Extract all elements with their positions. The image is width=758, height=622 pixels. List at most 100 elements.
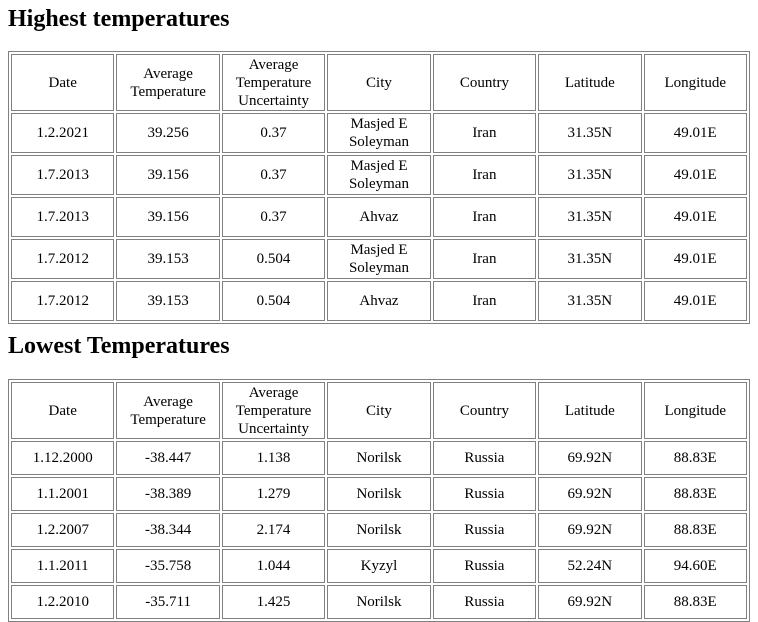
cell-date: 1.7.2012 xyxy=(11,281,115,321)
cell-average-temperature: -35.711 xyxy=(116,585,220,619)
table-row: 1.7.2012 39.153 0.504 Masjed E Soleyman Iran… xyxy=(11,239,747,279)
cell-latitude: 31.35N xyxy=(538,197,642,237)
column-header-average-temperature: Average Temperature xyxy=(116,382,220,439)
cell-longitude: 49.01E xyxy=(643,239,747,279)
cell-temperature-uncertainty: 0.37 xyxy=(221,197,326,237)
column-header-country: Country xyxy=(432,54,537,111)
cell-longitude: 88.83E xyxy=(643,585,747,619)
cell-temperature-uncertainty: 2.174 xyxy=(221,513,326,547)
column-header-temperature-uncertainty: Average Temperature Uncertainty xyxy=(221,54,326,111)
cell-latitude: 31.35N xyxy=(538,239,642,279)
cell-date: 1.12.2000 xyxy=(11,441,115,475)
cell-latitude: 31.35N xyxy=(538,281,642,321)
table-row: 1.1.2011 -35.758 1.044 Kyzyl Russia 52.24N 94.… xyxy=(11,549,747,583)
cell-city: Kyzyl xyxy=(327,549,431,583)
table-row: 1.2.2021 39.256 0.37 Masjed E Soleyman Iran 3… xyxy=(11,113,747,153)
highest-temperatures-table: Date Average Temperature Average Temperatu… xyxy=(8,51,750,324)
column-header-latitude: Latitude xyxy=(538,54,642,111)
cell-average-temperature: -38.447 xyxy=(116,441,220,475)
cell-city: Norilsk xyxy=(327,513,431,547)
cell-country: Iran xyxy=(432,113,537,153)
cell-temperature-uncertainty: 0.37 xyxy=(221,113,326,153)
cell-latitude: 31.35N xyxy=(538,155,642,195)
column-header-longitude: Longitude xyxy=(643,54,747,111)
cell-temperature-uncertainty: 0.37 xyxy=(221,155,326,195)
column-header-date: Date xyxy=(11,382,115,439)
cell-longitude: 94.60E xyxy=(643,549,747,583)
cell-country: Iran xyxy=(432,197,537,237)
table-row: 1.7.2013 39.156 0.37 Ahvaz Iran 31.35N 49.01E xyxy=(11,197,747,237)
table-header-row: Date Average Temperature Average Temperatu… xyxy=(11,382,747,439)
cell-latitude: 52.24N xyxy=(538,549,642,583)
cell-average-temperature: 39.153 xyxy=(116,239,220,279)
table-row: 1.2.2010 -35.711 1.425 Norilsk Russia 69.92N 8… xyxy=(11,585,747,619)
lowest-temperatures-heading: Lowest Temperatures xyxy=(8,333,230,359)
table-row: 1.2.2007 -38.344 2.174 Norilsk Russia 69.92N 8… xyxy=(11,513,747,547)
column-header-city: City xyxy=(327,54,431,111)
cell-city: Ahvaz xyxy=(327,197,431,237)
column-header-temperature-uncertainty: Average Temperature Uncertainty xyxy=(221,382,326,439)
cell-country: Russia xyxy=(432,513,537,547)
column-header-date: Date xyxy=(11,54,115,111)
cell-longitude: 88.83E xyxy=(643,513,747,547)
column-header-average-temperature: Average Temperature xyxy=(116,54,220,111)
cell-city: Masjed E Soleyman xyxy=(327,155,431,195)
cell-country: Russia xyxy=(432,549,537,583)
table-row: 1.1.2001 -38.389 1.279 Norilsk Russia 69.92N 8… xyxy=(11,477,747,511)
column-header-country: Country xyxy=(432,382,537,439)
cell-date: 1.2.2021 xyxy=(11,113,115,153)
cell-temperature-uncertainty: 1.279 xyxy=(221,477,326,511)
table-header-row: Date Average Temperature Average Temperatu… xyxy=(11,54,747,111)
cell-city: Masjed E Soleyman xyxy=(327,239,431,279)
cell-average-temperature: -38.344 xyxy=(116,513,220,547)
highest-temperatures-heading: Highest temperatures xyxy=(8,6,230,32)
cell-longitude: 88.83E xyxy=(643,477,747,511)
cell-country: Iran xyxy=(432,155,537,195)
cell-date: 1.2.2007 xyxy=(11,513,115,547)
cell-latitude: 69.92N xyxy=(538,477,642,511)
cell-country: Iran xyxy=(432,239,537,279)
cell-latitude: 31.35N xyxy=(538,113,642,153)
cell-city: Norilsk xyxy=(327,585,431,619)
cell-average-temperature: -38.389 xyxy=(116,477,220,511)
cell-temperature-uncertainty: 0.504 xyxy=(221,239,326,279)
table-row: 1.7.2012 39.153 0.504 Ahvaz Iran 31.35N 49.01E xyxy=(11,281,747,321)
cell-country: Russia xyxy=(432,585,537,619)
cell-date: 1.7.2012 xyxy=(11,239,115,279)
cell-latitude: 69.92N xyxy=(538,441,642,475)
cell-country: Russia xyxy=(432,441,537,475)
cell-date: 1.1.2011 xyxy=(11,549,115,583)
cell-date: 1.1.2001 xyxy=(11,477,115,511)
cell-average-temperature: 39.156 xyxy=(116,155,220,195)
cell-average-temperature: -35.758 xyxy=(116,549,220,583)
cell-longitude: 49.01E xyxy=(643,113,747,153)
cell-date: 1.7.2013 xyxy=(11,197,115,237)
cell-longitude: 49.01E xyxy=(643,281,747,321)
cell-city: Masjed E Soleyman xyxy=(327,113,431,153)
cell-city: Norilsk xyxy=(327,477,431,511)
cell-average-temperature: 39.256 xyxy=(116,113,220,153)
cell-temperature-uncertainty: 0.504 xyxy=(221,281,326,321)
cell-city: Norilsk xyxy=(327,441,431,475)
cell-latitude: 69.92N xyxy=(538,513,642,547)
cell-country: Russia xyxy=(432,477,537,511)
cell-longitude: 49.01E xyxy=(643,155,747,195)
cell-date: 1.2.2010 xyxy=(11,585,115,619)
cell-temperature-uncertainty: 1.138 xyxy=(221,441,326,475)
lowest-temperatures-table: Date Average Temperature Average Temperatu… xyxy=(8,379,750,622)
column-header-city: City xyxy=(327,382,431,439)
table-row: 1.7.2013 39.156 0.37 Masjed E Soleyman Iran 3… xyxy=(11,155,747,195)
cell-city: Ahvaz xyxy=(327,281,431,321)
cell-longitude: 88.83E xyxy=(643,441,747,475)
cell-temperature-uncertainty: 1.425 xyxy=(221,585,326,619)
cell-average-temperature: 39.153 xyxy=(116,281,220,321)
cell-date: 1.7.2013 xyxy=(11,155,115,195)
cell-average-temperature: 39.156 xyxy=(116,197,220,237)
cell-latitude: 69.92N xyxy=(538,585,642,619)
table-row: 1.12.2000 -38.447 1.138 Norilsk Russia 69.92N… xyxy=(11,441,747,475)
column-header-latitude: Latitude xyxy=(538,382,642,439)
cell-country: Iran xyxy=(432,281,537,321)
column-header-longitude: Longitude xyxy=(643,382,747,439)
cell-longitude: 49.01E xyxy=(643,197,747,237)
cell-temperature-uncertainty: 1.044 xyxy=(221,549,326,583)
